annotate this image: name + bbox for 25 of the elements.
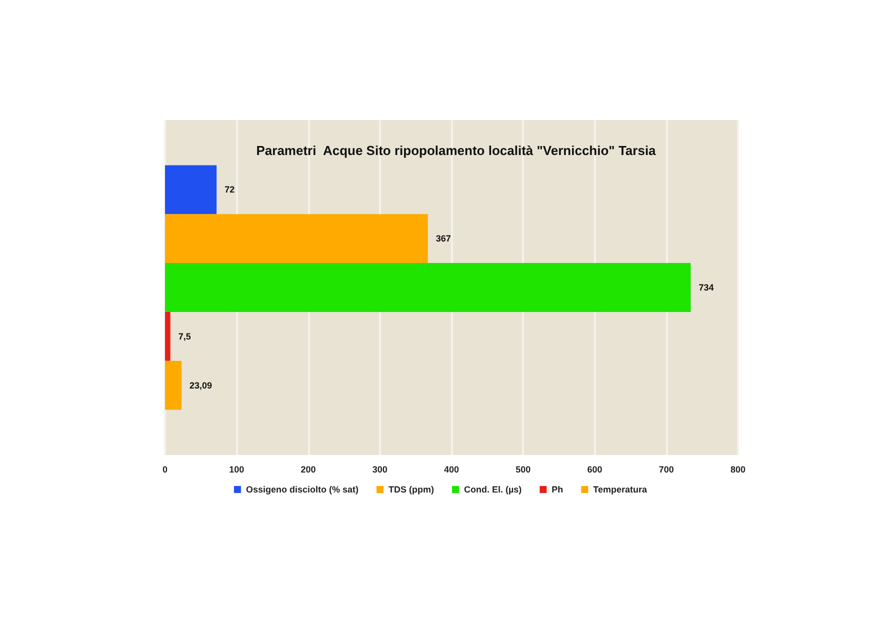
x-tick-label: 100 <box>229 464 244 474</box>
data-label: 72 <box>224 184 235 195</box>
legend-label: Ossigeno disciolto (% sat) <box>246 484 359 494</box>
x-tick-label: 400 <box>444 464 460 474</box>
bar <box>165 263 691 312</box>
x-tick-label: 500 <box>516 464 531 474</box>
x-tick-label: 0 <box>162 464 168 474</box>
bar <box>165 214 428 264</box>
x-tick-label: 800 <box>730 464 746 474</box>
legend-label: Ph <box>552 484 564 494</box>
legend-label: Cond. El. (µs) <box>464 484 522 494</box>
text: Parametri Acque Sito ripopolamento località "Vernicchio" Tarsia <box>256 143 657 158</box>
legend-label: TDS (ppm) <box>388 484 434 494</box>
data-label: 23,09 <box>190 380 212 390</box>
x-tick-label: 200 <box>300 464 316 474</box>
legend-label: Temperatura <box>593 484 648 494</box>
data-label: 367 <box>436 234 451 244</box>
data-label: 734 <box>698 282 714 292</box>
bar <box>165 312 170 361</box>
data-label: 7,5 <box>178 331 191 342</box>
bar <box>165 360 182 410</box>
x-tick-label: 600 <box>587 464 602 474</box>
x-tick-label: 700 <box>658 464 674 474</box>
x-tick-label: 300 <box>372 464 388 474</box>
bar <box>165 165 217 214</box>
